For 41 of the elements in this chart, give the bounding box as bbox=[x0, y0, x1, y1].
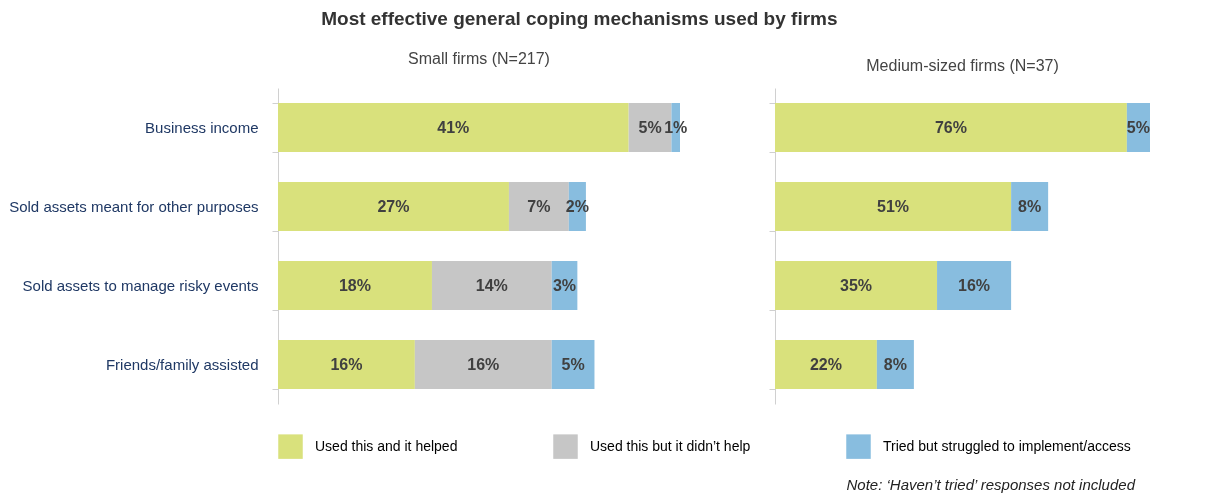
data-label: 8% bbox=[1018, 197, 1042, 215]
data-label: 8% bbox=[883, 355, 907, 373]
legend-label: Tried but struggled to implement/access bbox=[883, 437, 1131, 454]
bar bbox=[278, 340, 415, 389]
data-label: 5% bbox=[561, 355, 585, 373]
y-tick-label: Business income bbox=[145, 119, 259, 136]
data-label: 14% bbox=[475, 276, 508, 294]
bar bbox=[775, 182, 1012, 231]
text: Note: ‘Haven’t tried’ responses not included bbox=[846, 476, 1135, 493]
bar bbox=[775, 261, 938, 310]
chart-subtitle: Small firms (N=217) bbox=[408, 50, 550, 67]
legend-label: Used this but it didn’t help bbox=[590, 437, 751, 454]
data-label: 41% bbox=[437, 118, 470, 136]
bar bbox=[937, 261, 1012, 310]
chart-title: Most effective general coping mechanisms used by firms bbox=[321, 8, 838, 29]
bar bbox=[278, 261, 432, 310]
data-label: 16% bbox=[330, 355, 363, 373]
bar bbox=[775, 103, 1127, 152]
data-label: 35% bbox=[840, 276, 873, 294]
chart-title: Medium-sized firms (N=37) bbox=[866, 57, 1059, 74]
data-label: 5% bbox=[638, 118, 662, 136]
y-tick-label: Sold assets to manage risky events bbox=[22, 277, 259, 294]
bar bbox=[775, 340, 877, 389]
data-label: 1% bbox=[664, 118, 688, 136]
data-label: 51% bbox=[877, 197, 910, 215]
data-label: 5% bbox=[1126, 118, 1150, 136]
bar bbox=[431, 261, 552, 310]
y-tick-label: Sold assets meant for other purposes bbox=[9, 198, 259, 215]
legend-label: Used this and it helped bbox=[315, 437, 458, 454]
bar bbox=[278, 103, 629, 152]
bar bbox=[414, 340, 552, 389]
data-label: 16% bbox=[467, 355, 500, 373]
data-label: 27% bbox=[377, 197, 410, 215]
data-label: 3% bbox=[552, 276, 577, 294]
data-label: 18% bbox=[338, 276, 371, 294]
y-tick-label: Friends/family assisted bbox=[105, 356, 259, 373]
data-label: 16% bbox=[958, 276, 991, 294]
data-label: 76% bbox=[934, 118, 967, 136]
data-label: 7% bbox=[527, 197, 551, 215]
data-label: 22% bbox=[809, 355, 842, 373]
bar bbox=[278, 182, 509, 231]
